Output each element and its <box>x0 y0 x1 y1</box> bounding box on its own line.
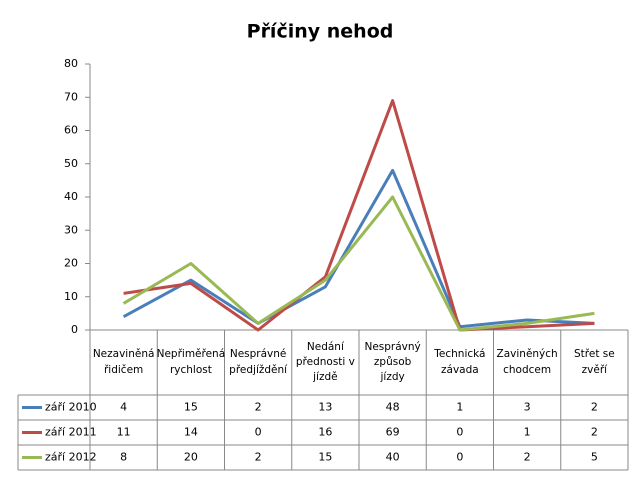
x-tick-label: Nepřiměřená rychlost <box>156 348 226 376</box>
table-value: 4 <box>120 401 127 414</box>
table-value: 15 <box>318 451 332 464</box>
table-value: 69 <box>386 426 400 439</box>
table-value: 1 <box>456 401 463 414</box>
y-tick-label: 60 <box>64 124 78 137</box>
y-tick-label: 40 <box>64 190 78 203</box>
table-value: 11 <box>117 426 131 439</box>
x-tick-label: Střet se zvěří <box>574 348 615 376</box>
y-tick-label: 80 <box>64 57 78 70</box>
y-tick-label: 10 <box>64 290 78 303</box>
table-value: 40 <box>386 451 400 464</box>
table-value: 13 <box>318 401 332 414</box>
chart-title: Příčiny nehod <box>247 21 394 43</box>
table-value: 15 <box>184 401 198 414</box>
table-value: 2 <box>591 401 598 414</box>
series-line <box>122 168 595 329</box>
x-tick-label: Nezaviněná řidičem <box>92 348 155 376</box>
series-line <box>123 99 595 332</box>
legend-label: září 2012 <box>45 451 97 464</box>
table-value: 2 <box>591 426 598 439</box>
x-tick-label: Technická závada <box>434 348 486 376</box>
table-value: 1 <box>524 426 531 439</box>
x-tick-label: Zaviněných chodcem <box>496 348 558 376</box>
table-value: 20 <box>184 451 198 464</box>
table-value: 14 <box>184 426 198 439</box>
table-value: 3 <box>524 401 531 414</box>
x-tick-label: Nedání přednosti v jízdě <box>295 340 355 384</box>
table-value: 0 <box>456 451 463 464</box>
y-tick-label: 20 <box>64 257 78 270</box>
table-value: 48 <box>386 401 400 414</box>
y-tick-label: 0 <box>71 323 78 336</box>
table-value: 0 <box>456 426 463 439</box>
series-line <box>122 195 595 332</box>
table-value: 5 <box>591 451 598 464</box>
x-tick-label: Nesprávný způsob jízdy <box>364 340 421 384</box>
x-tick-label: Nesprávné předjíždění <box>229 348 288 376</box>
y-tick-label: 50 <box>64 157 78 170</box>
legend-label: září 2011 <box>45 426 97 439</box>
legend-label: září 2010 <box>45 401 97 414</box>
y-tick-label: 70 <box>64 90 78 103</box>
table-value: 8 <box>120 451 127 464</box>
table-value: 2 <box>255 401 262 414</box>
table-value: 2 <box>255 451 262 464</box>
table-value: 0 <box>255 426 262 439</box>
table-value: 2 <box>524 451 531 464</box>
y-tick-label: 30 <box>64 223 78 236</box>
table-value: 16 <box>318 426 332 439</box>
